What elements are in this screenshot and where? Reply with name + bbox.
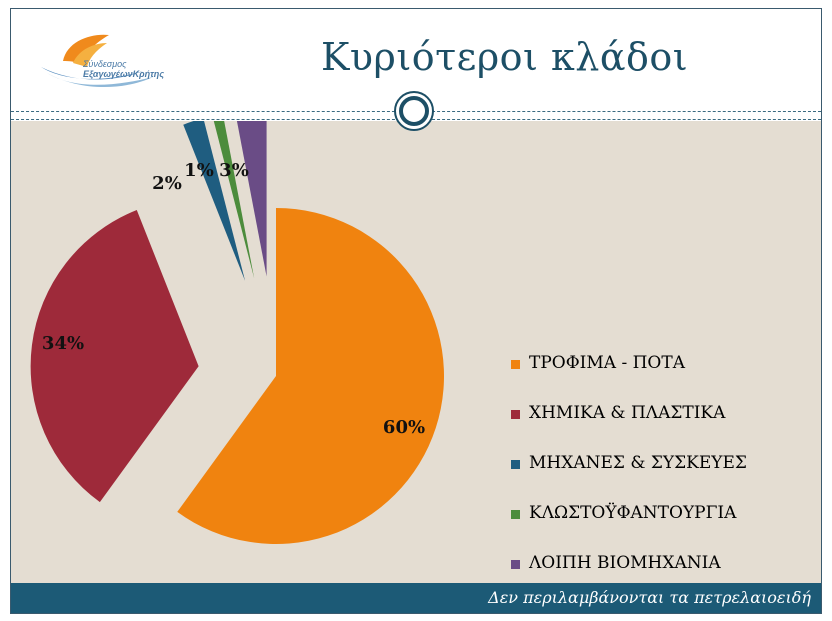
pie-chart: 60% 34% 2%1% 3% — [30, 121, 444, 544]
legend-swatch — [511, 360, 520, 369]
pie-slice — [30, 210, 199, 503]
pie-slice — [236, 121, 267, 277]
legend-label: ΧΗΜΙΚΑ & ΠΛΑΣΤΙΚΑ — [529, 403, 726, 423]
pie-slice — [183, 121, 246, 281]
data-label: 60% — [383, 417, 425, 438]
data-label: 1% — [184, 160, 214, 181]
legend-swatch — [511, 510, 520, 519]
legend-label: ΤΡΟΦΙΜΑ - ΠΟΤΑ — [529, 353, 685, 373]
flame-leaf-logo-icon — [41, 34, 153, 88]
slide: Σύνδεσμος ΕξαγωγέωνΚρήτης Κυριότεροι κλά… — [10, 8, 822, 614]
logo-line-2: ΕξαγωγέωνΚρήτης — [83, 69, 165, 79]
slide-title: Κυριότεροι κλάδοι — [321, 35, 689, 79]
chart-area: 60% 34% 2% 1% 3% ΤΡΟΦΙΜΑ - ΠΟΤΑ ΧΗΜΙΚΑ & ΠΛΑΣ… — [11, 121, 821, 584]
legend-swatch — [511, 560, 520, 569]
legend-swatch — [511, 410, 520, 419]
double-circle-ornament-icon — [394, 91, 434, 131]
logo-text: Σύνδεσμος ΕξαγωγέωνΚρήτης — [83, 59, 164, 79]
logo-line-1: Σύνδεσμος — [83, 59, 127, 69]
legend-label: ΛΟΙΠΗ ΒΙΟΜΗΧΑΝΙΑ — [529, 553, 721, 573]
data-label: 3% — [219, 160, 249, 181]
legend-swatch — [511, 460, 520, 469]
legend-label: ΜΗΧΑΝΕΣ & ΣΥΣΚΕΥΕΣ — [529, 453, 747, 473]
data-label: 2% — [152, 173, 182, 194]
footer-note: Δεν περιλαμβάνονται τα πετρελαιοειδή — [488, 588, 811, 607]
legend-label: ΚΛΩΣΤΟΫΦΑΝΤΟΥΡΓΙΑ — [529, 503, 737, 523]
pie-slice — [213, 121, 255, 279]
data-label: 34% — [42, 333, 84, 354]
footer-bar: Δεν περιλαμβάνονται τα πετρελαιοειδή — [11, 583, 821, 613]
pie-slice — [177, 208, 444, 544]
logo: Σύνδεσμος ΕξαγωγέωνΚρήτης — [33, 31, 203, 91]
